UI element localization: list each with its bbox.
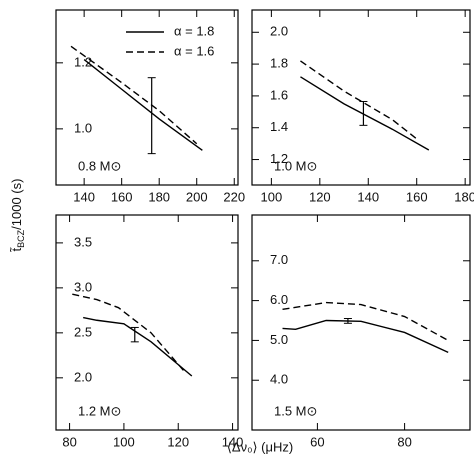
panel-label: 1.0 M⊙	[274, 158, 317, 173]
x-tick-label: 140	[73, 189, 95, 204]
y-axis-symbol: t̃	[9, 247, 24, 253]
x-tick-label: 220	[223, 189, 245, 204]
y-tick-label: 5.0	[270, 332, 288, 347]
series-line	[300, 60, 418, 140]
y-tick-label: 2.0	[74, 369, 92, 384]
panel-frame	[251, 9, 471, 186]
y-tick-label: 1.2	[74, 54, 92, 69]
x-tick-label: 120	[309, 189, 331, 204]
y-axis-rest: /1000 (s)	[9, 179, 24, 230]
y-tick-label: 4.0	[270, 372, 288, 387]
y-tick-label: 1.4	[270, 119, 288, 134]
y-tick-label: 6.0	[270, 292, 288, 307]
y-tick-label: 2.0	[270, 24, 288, 39]
y-tick-label: 7.0	[270, 252, 288, 267]
x-tick-label: 80	[62, 434, 76, 449]
x-tick-label: 160	[111, 189, 133, 204]
y-tick-label: 3.5	[74, 234, 92, 249]
y-axis-sub: BCZ	[16, 229, 26, 248]
panel-label: 1.5 M⊙	[274, 403, 317, 418]
series-line	[83, 58, 203, 151]
x-tick-label: 160	[406, 189, 428, 204]
series-line	[70, 45, 198, 145]
series-line	[282, 301, 449, 342]
x-tick-label: 100	[113, 434, 135, 449]
legend-label: α = 1.8	[174, 23, 214, 38]
y-axis-label: t̃BCZ/1000 (s)	[9, 179, 26, 253]
series-line	[300, 76, 430, 151]
y-tick-label: 1.6	[270, 87, 288, 102]
series-line	[83, 316, 193, 377]
x-axis-label: ⟨Δν₀⟩ (μHz)	[227, 439, 293, 454]
y-tick-label: 1.2	[270, 151, 288, 166]
panel-frame	[55, 9, 239, 186]
x-tick-label: 180	[454, 189, 474, 204]
x-tick-label: 200	[186, 189, 208, 204]
y-tick-label: 1.0	[74, 120, 92, 135]
panel-frame	[251, 214, 471, 431]
series-line	[72, 293, 185, 372]
panel-label: 0.8 M⊙	[78, 158, 121, 173]
x-tick-label: 180	[148, 189, 170, 204]
y-tick-label: 2.5	[74, 324, 92, 339]
x-tick-label: 140	[222, 434, 244, 449]
panel-frame	[55, 214, 239, 431]
x-tick-label: 120	[167, 434, 189, 449]
series-line	[282, 319, 449, 353]
legend-label: α = 1.6	[174, 43, 214, 58]
panel-label: 1.2 M⊙	[78, 403, 121, 418]
x-tick-label: 80	[397, 434, 411, 449]
y-tick-label: 1.8	[270, 56, 288, 71]
x-tick-label: 60	[310, 434, 324, 449]
y-tick-label: 3.0	[74, 279, 92, 294]
x-tick-label: 140	[357, 189, 379, 204]
x-tick-label: 100	[261, 189, 283, 204]
